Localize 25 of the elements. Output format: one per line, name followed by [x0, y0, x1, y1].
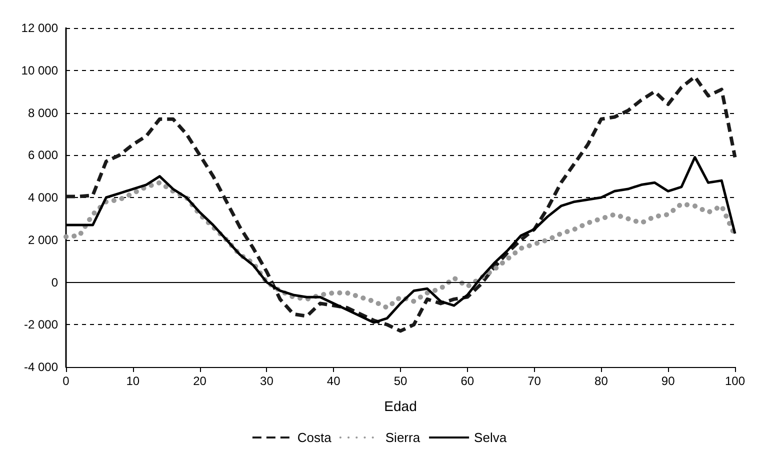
x-tick-label: 100 [724, 374, 746, 388]
x-tick-label: 90 [661, 374, 676, 388]
y-tick-label: 0 [51, 275, 58, 290]
x-tick-label: 30 [260, 374, 274, 388]
x-axis-title: Edad [384, 398, 417, 414]
y-tick-label: 10 000 [21, 63, 58, 78]
x-tick-label: 60 [460, 374, 474, 388]
x-tick-label: 70 [528, 374, 542, 388]
line-series [64, 74, 737, 333]
legend-label: Selva [474, 430, 508, 445]
y-tick-label: -2 000 [24, 318, 58, 332]
legend-label: Sierra [385, 430, 421, 445]
y-tick-label: 2 000 [28, 232, 58, 247]
x-tick-label: 20 [193, 374, 207, 388]
y-tick-label: -4 000 [24, 360, 58, 374]
y-tick-label: 4 000 [28, 190, 58, 204]
x-tick-label: 10 [126, 374, 140, 388]
y-tick-label: 8 000 [28, 106, 58, 120]
y-tick-label: 6 000 [28, 148, 58, 162]
legend-label: Costa [297, 430, 332, 445]
x-tick-label: 50 [394, 374, 408, 388]
x-tick-label: 80 [594, 374, 608, 388]
x-tick-label: 0 [62, 374, 70, 388]
x-tick-label: 40 [326, 374, 341, 388]
y-tick-label: 12 000 [21, 21, 58, 35]
